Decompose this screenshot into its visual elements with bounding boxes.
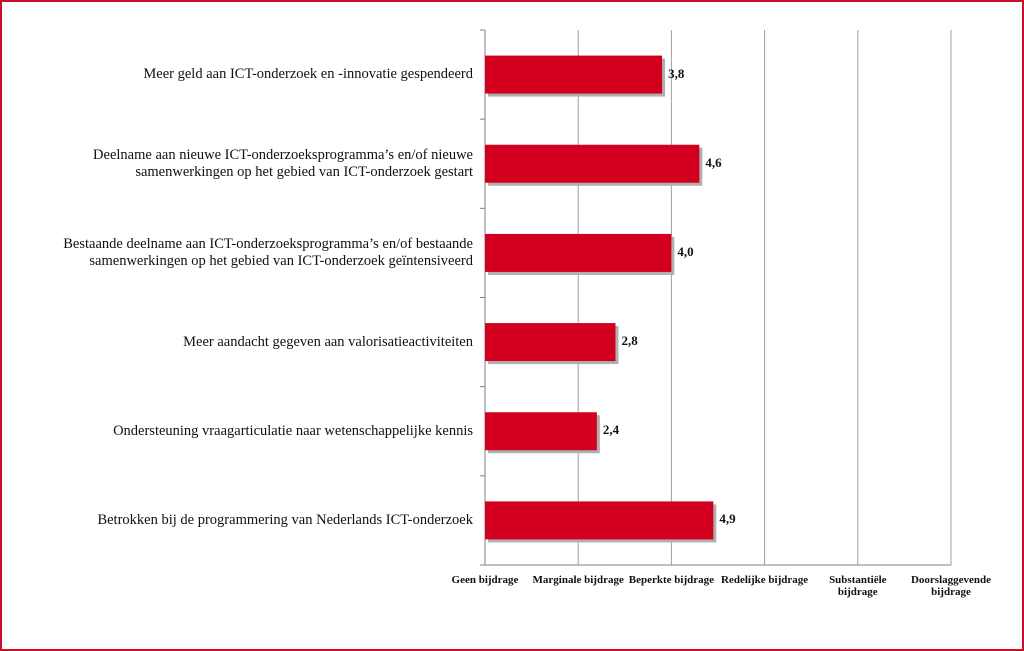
category-label: Bestaande deelname aan ICT-onderzoekspro…	[63, 235, 473, 269]
category-label: Betrokken bij de programmering van Neder…	[97, 511, 473, 528]
value-label: 4,6	[705, 154, 722, 170]
bar	[485, 55, 663, 94]
x-tick-label: Substantiële bijdrage	[829, 574, 887, 598]
category-label: Deelname aan nieuwe ICT-onderzoeksprogra…	[93, 146, 473, 180]
category-label: Ondersteuning vraagarticulatie naar wete…	[113, 422, 473, 439]
value-label: 4,0	[677, 243, 694, 259]
x-tick-label: Geen bijdrage	[451, 574, 519, 586]
bar	[485, 323, 616, 362]
bar	[485, 144, 700, 183]
bar	[485, 501, 714, 540]
value-label: 2,4	[602, 422, 620, 438]
category-label: Meer aandacht gegeven aan valorisatieact…	[183, 333, 473, 350]
x-tick-label: Doorslaggevende bijdrage	[910, 574, 992, 598]
value-label: 4,9	[719, 511, 736, 527]
value-label: 3,8	[668, 65, 685, 81]
x-tick-label: Beperkte bijdrage	[628, 574, 714, 586]
x-tick-label: Marginale bijdrage	[532, 574, 624, 586]
value-label: 2,8	[621, 333, 638, 349]
bar	[485, 412, 597, 451]
bar	[485, 233, 672, 272]
x-tick-label: Redelijke bijdrage	[721, 574, 809, 586]
category-label: Meer geld aan ICT-onderzoek en -innovati…	[143, 66, 473, 83]
